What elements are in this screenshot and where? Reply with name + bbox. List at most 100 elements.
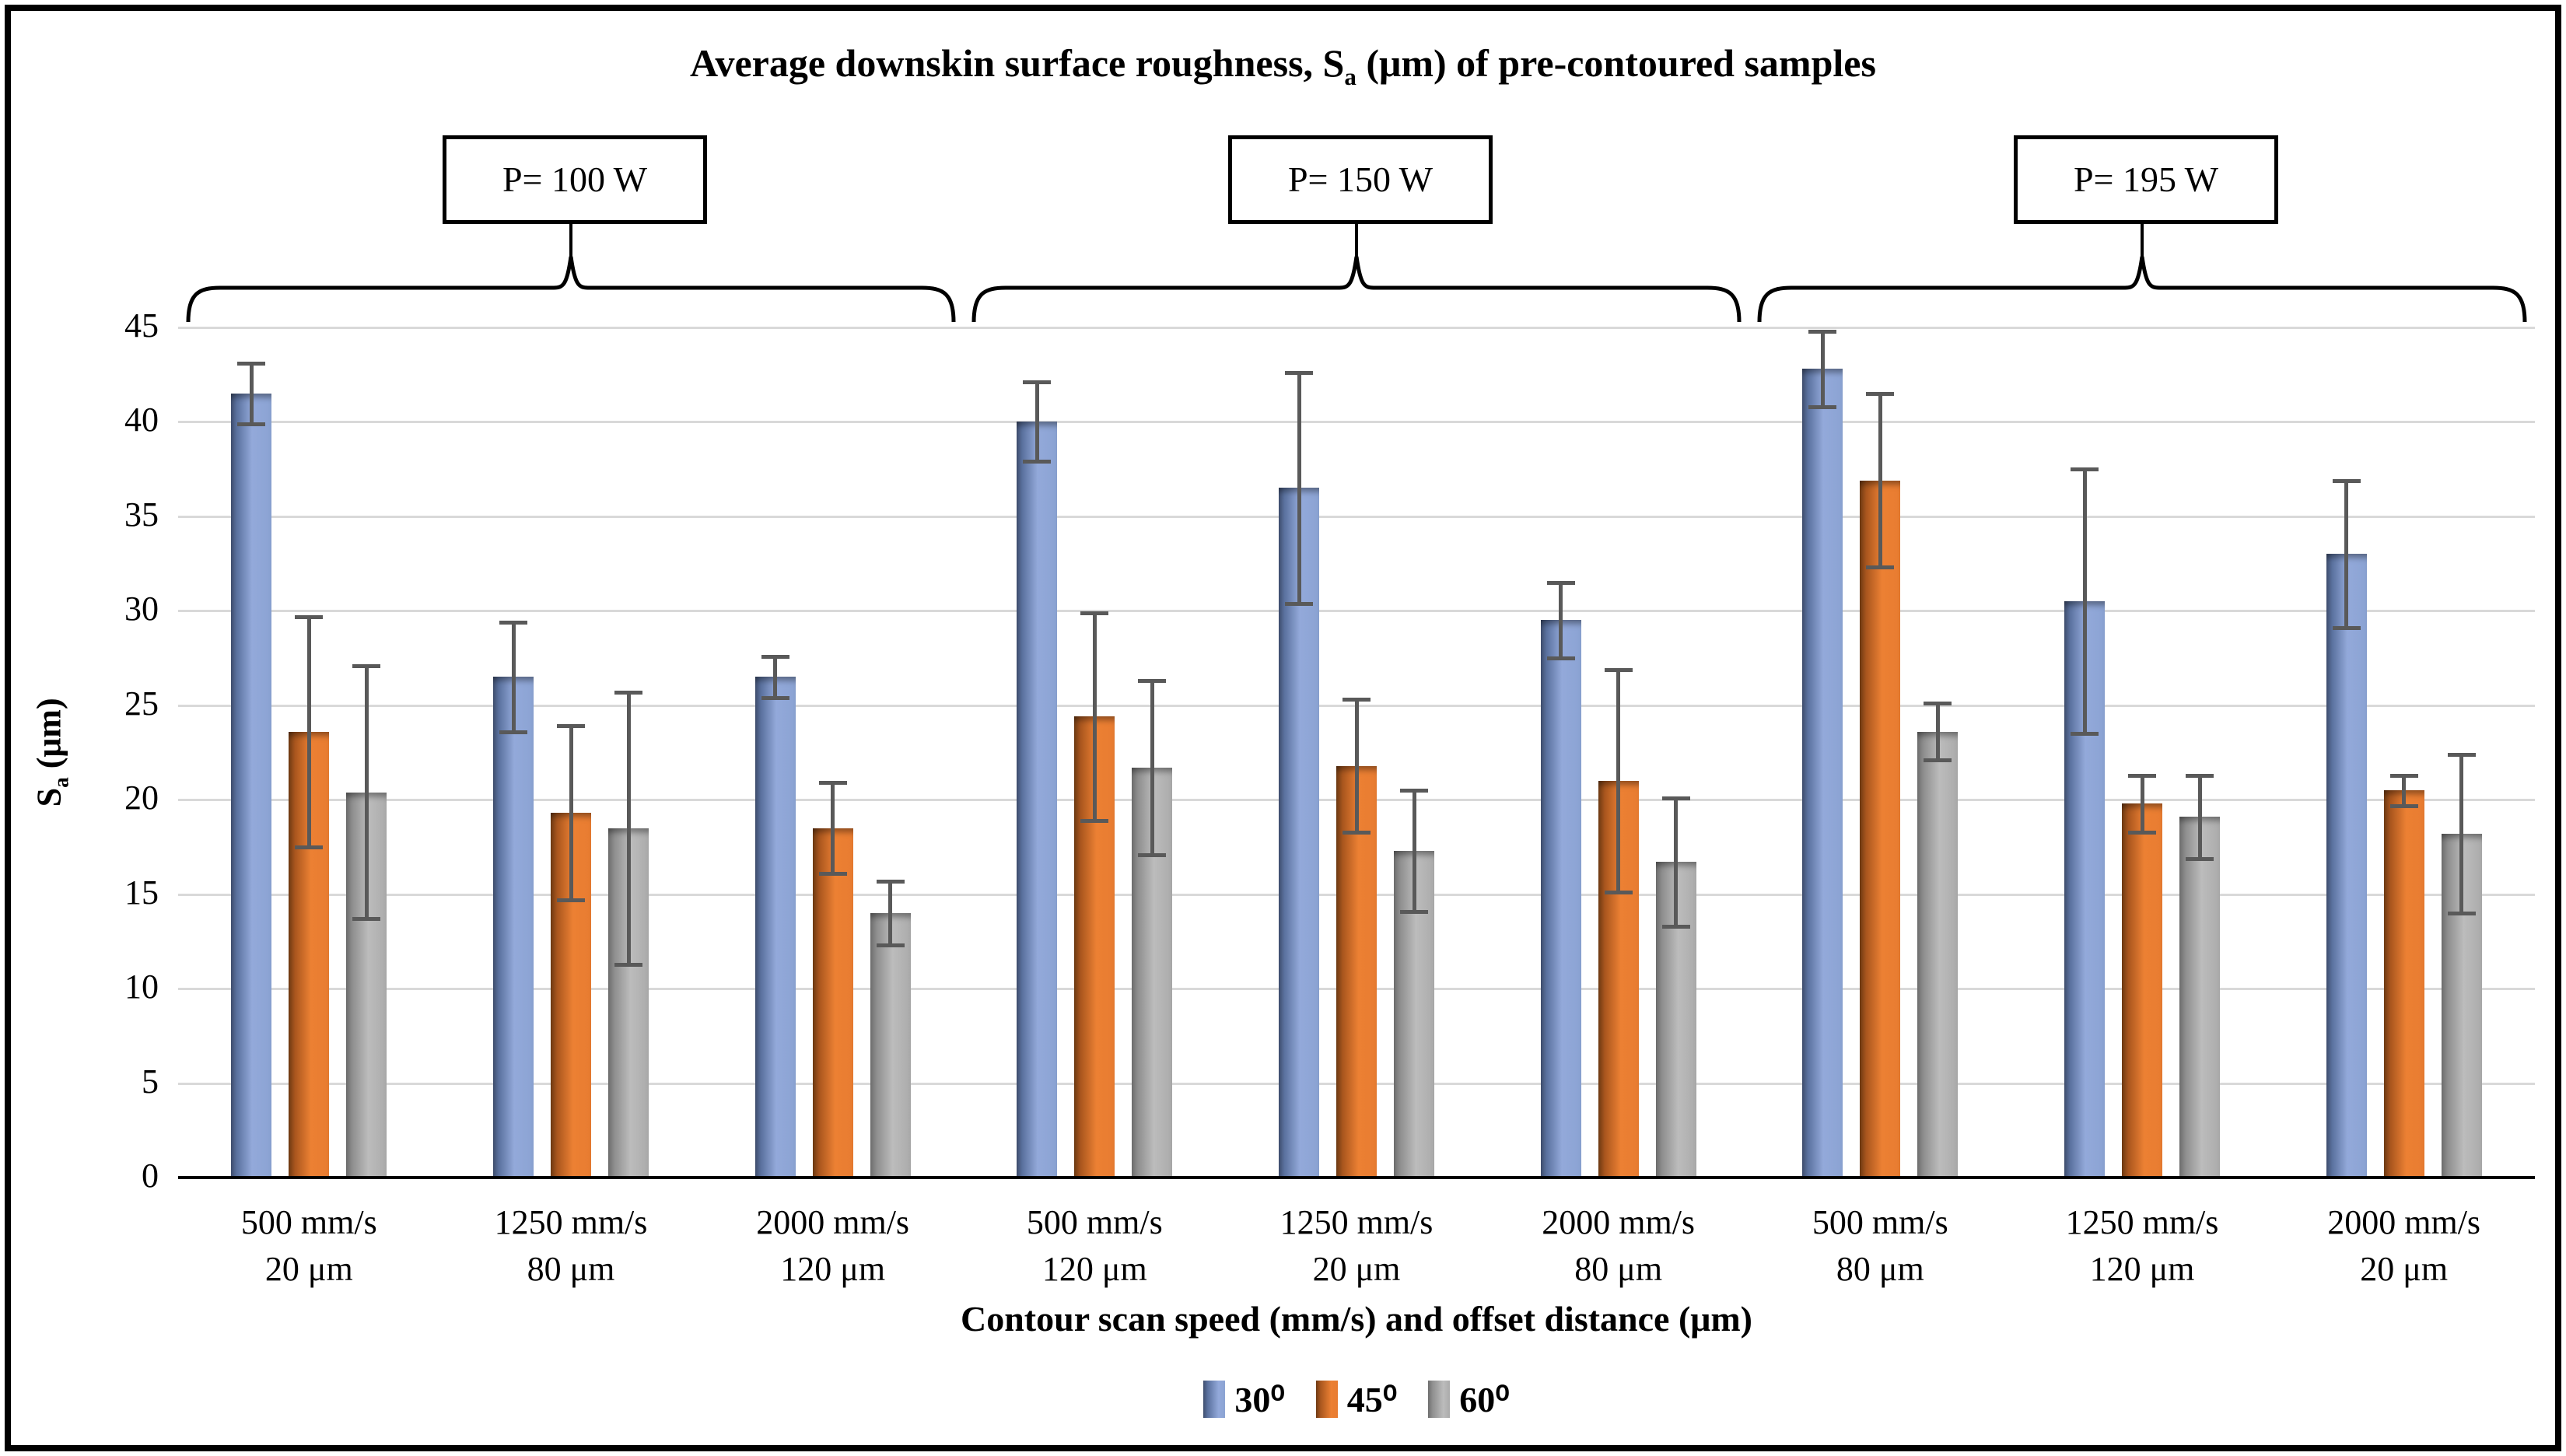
legend-swatch	[1315, 1381, 1338, 1418]
grid-line	[178, 327, 2535, 329]
x-axis-category-label: 500 mm/s 120 μm	[964, 1199, 1225, 1293]
category-speed-label: 500 mm/s	[240, 1203, 377, 1241]
error-bar-cap-bottom	[499, 730, 527, 734]
category-speed-label: 2000 mm/s	[2327, 1203, 2481, 1241]
y-axis-tick-label: 10	[124, 968, 159, 1006]
category-offset-label: 20 μm	[264, 1250, 353, 1288]
curly-brace	[1757, 244, 2527, 325]
error-bar-cap-bottom	[1546, 656, 1575, 661]
error-bar	[1878, 394, 1882, 568]
error-bar-cap-top	[1546, 580, 1575, 585]
error-bar	[1559, 582, 1563, 659]
grid-line	[178, 515, 2535, 518]
error-bar	[1674, 797, 1679, 926]
error-bar	[1297, 373, 1301, 604]
error-bar-cap-bottom	[761, 696, 789, 701]
error-bar	[249, 363, 254, 424]
y-axis-tick-label: 45	[124, 306, 159, 345]
error-bar-cap-top	[1023, 380, 1052, 385]
chart-frame: Average downskin surface roughness, Sa (…	[5, 5, 2561, 1451]
bar	[2122, 803, 2162, 1178]
category-offset-label: 120 μm	[1041, 1250, 1147, 1288]
y-axis-tick-label: 5	[142, 1062, 159, 1101]
error-bar-cap-bottom	[2071, 732, 2099, 737]
error-bar-cap-bottom	[557, 898, 585, 902]
legend-label: 60⁰	[1459, 1380, 1510, 1419]
error-bar-cap-top	[876, 879, 905, 884]
bar	[870, 912, 911, 1178]
category-speed-label: 1250 mm/s	[1279, 1203, 1434, 1241]
chart-title-subscript: a	[1344, 63, 1357, 90]
error-bar	[1616, 669, 1621, 893]
error-bar	[306, 616, 311, 847]
error-bar	[2459, 754, 2464, 913]
legend-swatch	[1428, 1381, 1451, 1418]
y-axis-tick-label: 20	[124, 779, 159, 817]
error-bar	[1820, 331, 1825, 407]
error-bar	[364, 665, 369, 919]
error-bar-cap-top	[1808, 329, 1837, 334]
error-bar	[1034, 382, 1039, 462]
category-speed-label: 500 mm/s	[1026, 1203, 1163, 1241]
error-bar	[888, 880, 893, 946]
y-axis-tick-label: 35	[124, 495, 159, 534]
x-axis-category-label: 500 mm/s 20 μm	[178, 1199, 439, 1293]
error-bar	[1150, 681, 1154, 855]
x-axis-category-label: 1250 mm/s 120 μm	[2011, 1199, 2273, 1293]
error-bar-cap-top	[761, 654, 789, 659]
grid-line	[178, 421, 2535, 424]
power-brace-stem	[569, 224, 572, 266]
legend-item: 45⁰	[1315, 1378, 1397, 1420]
error-bar-cap-bottom	[1866, 565, 1895, 570]
power-brace-stem	[2141, 224, 2144, 266]
legend-item: 30⁰	[1203, 1378, 1285, 1420]
error-bar-cap-top	[1080, 611, 1109, 615]
x-axis-category-label: 2000 mm/s 80 μm	[1488, 1199, 1749, 1293]
error-bar-cap-bottom	[1023, 460, 1052, 464]
error-bar	[773, 656, 778, 698]
error-bar-cap-bottom	[1138, 852, 1167, 857]
curly-brace	[186, 244, 956, 325]
error-bar-cap-bottom	[1604, 891, 1633, 895]
error-bar-cap-bottom	[1808, 405, 1837, 409]
y-axis-tick-label: 30	[124, 590, 159, 628]
bar	[493, 677, 534, 1178]
error-bar	[1935, 703, 1940, 761]
error-bar-cap-bottom	[2128, 830, 2156, 835]
bar	[1802, 369, 1843, 1178]
error-bar-cap-top	[614, 690, 642, 695]
bar	[1540, 620, 1581, 1178]
y-axis-tick-label: 15	[124, 873, 159, 912]
error-bar-cap-top	[1138, 679, 1167, 684]
error-bar-cap-top	[499, 620, 527, 625]
category-offset-label: 80 μm	[1836, 1250, 1924, 1288]
category-speed-label: 2000 mm/s	[756, 1203, 910, 1241]
x-axis-category-label: 1250 mm/s 80 μm	[440, 1199, 702, 1293]
legend: 30⁰ 45⁰ 60⁰	[178, 1378, 2535, 1420]
error-bar-cap-bottom	[1285, 601, 1313, 606]
error-bar-cap-top	[2186, 773, 2214, 778]
legend-item: 60⁰	[1428, 1378, 1510, 1420]
error-bar	[2344, 480, 2349, 628]
bar	[1017, 422, 1058, 1178]
error-bar-cap-top	[1400, 789, 1428, 793]
error-bar-cap-bottom	[2332, 626, 2361, 631]
error-bar-cap-bottom	[2389, 803, 2418, 808]
error-bar-cap-top	[1343, 698, 1371, 702]
error-bar-cap-bottom	[614, 962, 642, 967]
error-bar-cap-top	[557, 724, 585, 729]
power-label-box: P= 150 W	[1228, 135, 1493, 224]
error-bar-cap-bottom	[818, 871, 847, 876]
error-bar	[2082, 469, 2087, 734]
grid-line	[178, 610, 2535, 613]
error-bar-cap-bottom	[1924, 758, 1952, 763]
error-bar-cap-top	[2389, 773, 2418, 778]
category-speed-label: 500 mm/s	[1812, 1203, 1948, 1241]
error-bar-cap-top	[1661, 796, 1690, 800]
error-bar-cap-bottom	[876, 943, 905, 948]
error-bar-cap-bottom	[237, 422, 266, 426]
error-bar	[1354, 699, 1359, 832]
error-bar	[2402, 775, 2407, 806]
error-bar-cap-top	[295, 614, 324, 619]
error-bar-cap-bottom	[1343, 830, 1371, 835]
